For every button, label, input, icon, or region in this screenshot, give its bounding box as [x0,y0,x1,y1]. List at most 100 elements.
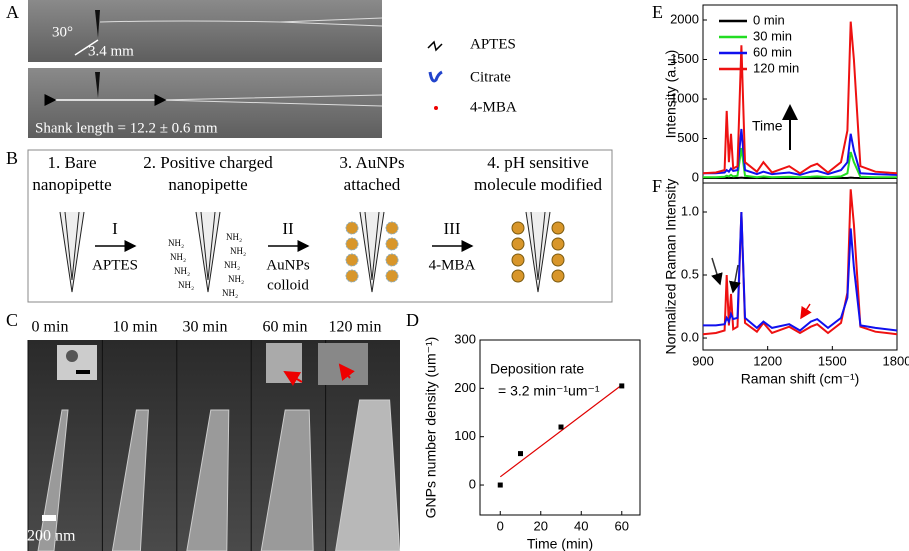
y-tick-label: 500 [677,130,699,145]
gold-nanoparticle [551,221,565,235]
annotation: = 3.2 min⁻¹um⁻¹ [498,383,600,399]
step-label: attached [344,175,401,194]
x-axis-label: Time (min) [527,536,593,551]
shank-label: Shank length = 12.2 ± 0.6 mm [35,120,218,136]
y-tick-label: 1500 [670,51,699,66]
y-tick-label: 1.0 [681,203,699,218]
gold-nanoparticle [345,221,359,235]
spectrum-line [703,128,898,176]
x-tick-label: 20 [534,518,548,533]
amine-label: NH₂ [174,266,190,276]
gold-nanoparticle [385,237,399,251]
gold-nanoparticle [385,221,399,235]
photo-top [28,0,382,62]
panel-label: F [652,176,662,196]
spectrum-line [702,189,898,336]
time-label: 0 min [32,319,69,336]
legend-label: APTES [470,36,516,52]
step-numeral: III [444,219,461,238]
aptes-icon [427,40,443,52]
inset-particle [66,350,78,362]
gold-nanoparticle [511,237,525,251]
amine-label: NH₂ [170,252,186,262]
length-label: 3.4 mm [88,43,134,59]
annotation: Deposition rate [490,361,584,377]
gold-nanoparticle [345,269,359,283]
amine-label: NH₂ [178,280,194,290]
y-tick-label: 2000 [670,11,699,26]
y-tick-label: 100 [454,428,476,443]
inset [57,345,97,380]
step-numeral: I [112,219,118,238]
step-label: nanopipette [168,175,247,194]
step-label: nanopipette [32,175,111,194]
x-tick-label: 900 [692,353,714,368]
reagent-label: APTES [92,257,138,273]
data-point [558,424,564,430]
reagent-label: colloid [267,277,309,293]
nanopipette [525,211,551,293]
step-label: 3. AuNPs [339,153,404,172]
nanopipette-sem [111,409,149,551]
red-arrow [283,370,303,386]
y-tick-label: 300 [454,331,476,346]
gold-nanoparticle [551,253,565,267]
scale-bar [76,370,90,374]
amine-label: NH₂ [226,232,242,242]
time-label: 10 min [113,319,158,336]
legend-label: 0 min [753,12,785,27]
amine-label: NH₂ [168,238,184,248]
nanopipette-sem [186,409,230,551]
pipette-tip [95,10,100,38]
step-label: molecule modified [474,175,602,194]
inset [318,343,368,385]
y-tick-label: 0.5 [681,266,699,281]
annotation: Time [752,118,783,134]
legend-label: 4-MBA [470,99,517,115]
step-label: 4. pH sensitive [487,153,589,172]
reagent-label: AuNPs [266,257,310,273]
nanopipette [195,211,221,293]
scale-bar [42,515,56,521]
panel-label: D [406,310,419,330]
x-axis-label: Raman shift (cm⁻¹) [741,371,860,387]
time-label: 60 min [263,319,308,336]
time-label: 120 min [329,319,382,336]
y-tick-label: 0 [469,476,476,491]
panel-label: E [652,2,663,22]
gold-nanoparticle [511,253,525,267]
step-label: 1. Bare [47,153,96,172]
inset [266,343,302,383]
nanopipette-sem [260,409,314,551]
x-tick-label: 0 [497,518,504,533]
legend-label: 30 min [753,28,792,43]
plot-frame [702,182,898,351]
data-point [497,482,503,488]
nanopipette [359,211,385,293]
gold-nanoparticle [551,269,565,283]
nanopipette-sem [335,399,401,551]
gold-nanoparticle [385,253,399,267]
length-arrow [74,39,99,56]
data-point [619,383,625,389]
legend-label: Citrate [470,69,511,85]
data-point [518,451,524,457]
spectrum-line [703,147,897,179]
angle-label: 30° [52,24,73,40]
amine-label: NH₂ [230,246,246,256]
gold-nanoparticle [511,269,525,283]
mba-icon [434,106,438,110]
spectrum-line [702,21,898,175]
gold-nanoparticle [511,221,525,235]
x-tick-label: 1200 [753,353,782,368]
legend-label: 60 min [753,44,792,59]
gold-nanoparticle [345,253,359,267]
amine-label: NH₂ [224,260,240,270]
y-axis-label: GNPs number density (um⁻¹) [423,337,439,519]
time-label: 30 min [183,319,228,336]
peak-arrow [711,257,723,286]
scheme-frame [27,149,613,303]
gold-nanoparticle [551,237,565,251]
y-axis-label: Normalized Raman Intensity [663,179,679,355]
panel-label: B [6,148,18,168]
